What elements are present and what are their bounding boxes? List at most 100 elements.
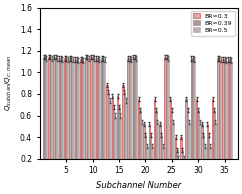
Bar	[146, 146, 148, 180]
Bar	[154, 99, 155, 180]
Bar	[191, 58, 192, 180]
Bar	[81, 59, 83, 180]
Bar	[220, 59, 221, 180]
Bar	[88, 58, 89, 180]
Bar	[215, 122, 216, 180]
Bar	[83, 61, 84, 180]
Bar	[109, 100, 111, 180]
Bar	[194, 59, 195, 180]
Bar	[155, 110, 157, 180]
Bar	[207, 124, 208, 180]
Bar	[101, 58, 102, 180]
Bar	[130, 59, 132, 180]
Bar	[90, 57, 92, 180]
Bar	[213, 110, 215, 180]
Bar	[51, 58, 53, 180]
Bar	[134, 57, 136, 180]
Bar	[106, 85, 108, 180]
Bar	[141, 122, 142, 180]
Bar	[122, 85, 123, 180]
Bar	[199, 122, 200, 180]
Bar	[104, 59, 105, 180]
Bar	[114, 115, 116, 180]
Bar	[160, 135, 162, 180]
Bar	[46, 58, 47, 180]
Bar	[56, 58, 58, 180]
Bar	[60, 58, 61, 180]
Bar	[210, 146, 211, 180]
Bar	[53, 57, 55, 180]
Bar	[48, 57, 50, 180]
Bar	[203, 135, 204, 180]
Bar	[80, 59, 81, 180]
Bar	[150, 135, 151, 180]
Bar	[228, 59, 229, 180]
Bar	[55, 57, 56, 180]
Bar	[123, 92, 125, 180]
Bar	[217, 58, 219, 180]
Bar	[145, 135, 146, 180]
Bar	[173, 122, 174, 180]
Bar	[208, 135, 210, 180]
Bar	[139, 110, 141, 180]
Bar	[136, 58, 137, 180]
Bar	[77, 61, 79, 180]
Bar	[118, 107, 120, 180]
Bar	[65, 58, 67, 180]
Bar	[61, 59, 63, 180]
Y-axis label: $Q_{subchan}/Q_{c:mean}$: $Q_{subchan}/Q_{c:mean}$	[4, 55, 14, 111]
Bar	[98, 59, 100, 180]
Bar	[159, 124, 160, 180]
Legend: BR=0.3, BR=0.39, BR=0.5: BR=0.3, BR=0.39, BR=0.5	[191, 11, 235, 36]
Bar	[120, 115, 121, 180]
Bar	[224, 59, 225, 180]
Bar	[85, 57, 87, 180]
Bar	[97, 58, 98, 180]
Bar	[138, 99, 139, 180]
Bar	[71, 58, 72, 180]
Bar	[108, 92, 109, 180]
X-axis label: Subchannel Number: Subchannel Number	[96, 181, 182, 190]
Bar	[167, 58, 169, 180]
Bar	[102, 58, 104, 180]
Bar	[182, 150, 183, 180]
Bar	[231, 61, 232, 180]
Bar	[204, 146, 206, 180]
Bar	[170, 99, 171, 180]
Bar	[171, 110, 173, 180]
Bar	[76, 59, 77, 180]
Bar	[44, 57, 46, 180]
Bar	[149, 124, 150, 180]
Bar	[151, 146, 153, 180]
Bar	[93, 58, 95, 180]
Bar	[162, 146, 163, 180]
Bar	[96, 58, 97, 180]
Bar	[59, 58, 60, 180]
Bar	[180, 137, 182, 180]
Bar	[166, 57, 167, 180]
Bar	[188, 122, 190, 180]
Bar	[92, 57, 93, 180]
Bar	[222, 59, 224, 180]
Bar	[212, 99, 213, 180]
Bar	[197, 110, 199, 180]
Bar	[125, 100, 126, 180]
Bar	[127, 58, 129, 180]
Bar	[129, 58, 130, 180]
Bar	[187, 110, 188, 180]
Bar	[72, 59, 74, 180]
Bar	[50, 57, 51, 180]
Bar	[176, 150, 178, 180]
Bar	[117, 96, 118, 180]
Bar	[192, 58, 194, 180]
Bar	[178, 159, 179, 180]
Bar	[113, 107, 114, 180]
Bar	[112, 96, 113, 180]
Bar	[143, 124, 145, 180]
Bar	[67, 59, 68, 180]
Bar	[186, 99, 187, 180]
Bar	[225, 61, 227, 180]
Bar	[164, 57, 166, 180]
Bar	[157, 122, 158, 180]
Bar	[69, 58, 71, 180]
